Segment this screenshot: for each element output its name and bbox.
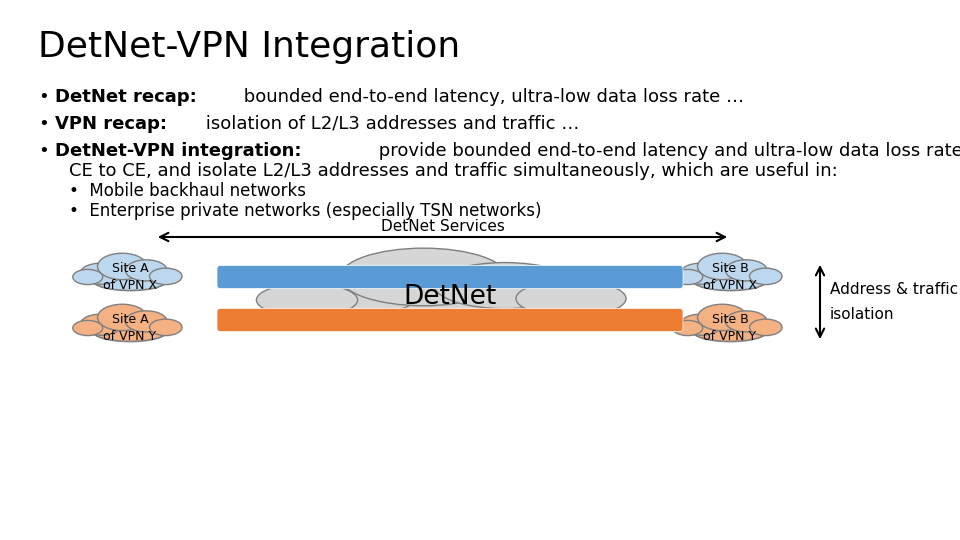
FancyBboxPatch shape <box>217 266 683 288</box>
Ellipse shape <box>80 263 122 284</box>
Ellipse shape <box>80 314 122 335</box>
Ellipse shape <box>150 319 182 335</box>
Text: Site A
of VPN Y: Site A of VPN Y <box>104 313 156 343</box>
Ellipse shape <box>698 304 747 330</box>
Text: •: • <box>38 88 49 106</box>
Text: bounded end-to-end latency, ultra-low data loss rate …: bounded end-to-end latency, ultra-low da… <box>238 88 744 106</box>
Ellipse shape <box>698 253 747 280</box>
Ellipse shape <box>750 319 782 335</box>
Text: DetNet Services: DetNet Services <box>380 219 504 234</box>
Text: provide bounded end-to-end latency and ultra-low data loss rate from: provide bounded end-to-end latency and u… <box>373 142 960 160</box>
Text: Site B
of VPN Y: Site B of VPN Y <box>704 313 756 343</box>
Text: DetNet-VPN integration:: DetNet-VPN integration: <box>55 142 301 160</box>
Ellipse shape <box>92 270 167 291</box>
Text: VPN recap:: VPN recap: <box>55 115 167 133</box>
Ellipse shape <box>98 253 147 280</box>
Ellipse shape <box>324 285 577 329</box>
Ellipse shape <box>150 268 182 285</box>
Ellipse shape <box>73 320 103 335</box>
Text: isolation of L2/L3 addresses and traffic …: isolation of L2/L3 addresses and traffic… <box>200 115 579 133</box>
Ellipse shape <box>750 268 782 285</box>
Ellipse shape <box>673 269 703 285</box>
Ellipse shape <box>73 269 103 285</box>
Ellipse shape <box>126 260 167 281</box>
Ellipse shape <box>673 320 703 335</box>
Text: DetNet-VPN Integration: DetNet-VPN Integration <box>38 30 460 64</box>
Ellipse shape <box>726 311 767 332</box>
Ellipse shape <box>126 311 167 332</box>
Ellipse shape <box>435 262 575 309</box>
Text: •  Enterprise private networks (especially TSN networks): • Enterprise private networks (especiall… <box>69 202 541 220</box>
Text: Address & traffic
isolation: Address & traffic isolation <box>830 282 958 322</box>
Ellipse shape <box>516 281 626 316</box>
Text: DetNet recap:: DetNet recap: <box>55 88 197 106</box>
Ellipse shape <box>726 260 767 281</box>
Ellipse shape <box>680 263 722 284</box>
Text: Site B
of VPN X: Site B of VPN X <box>703 262 757 292</box>
Ellipse shape <box>692 321 767 341</box>
Ellipse shape <box>92 321 167 341</box>
Text: •: • <box>38 115 49 133</box>
Ellipse shape <box>256 284 357 316</box>
Ellipse shape <box>280 270 421 316</box>
Ellipse shape <box>98 304 147 330</box>
Text: Site A
of VPN X: Site A of VPN X <box>103 262 157 292</box>
Text: •  Mobile backhaul networks: • Mobile backhaul networks <box>69 182 306 200</box>
Text: •: • <box>38 142 49 160</box>
Ellipse shape <box>680 314 722 335</box>
Text: CE to CE, and isolate L2/L3 addresses and traffic simultaneously, which are usef: CE to CE, and isolate L2/L3 addresses an… <box>69 162 838 180</box>
FancyBboxPatch shape <box>217 308 683 332</box>
Ellipse shape <box>340 248 507 306</box>
Ellipse shape <box>692 270 767 291</box>
Text: DetNet: DetNet <box>403 284 496 310</box>
